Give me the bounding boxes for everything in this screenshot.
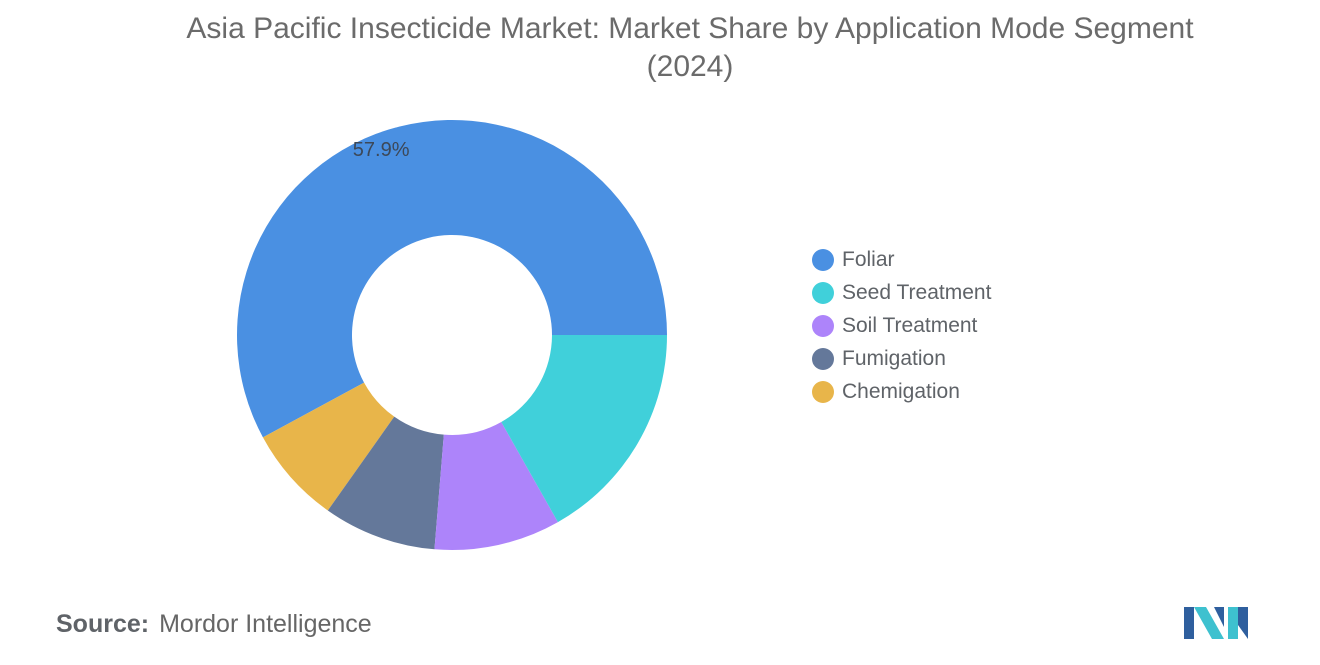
chart-legend: Foliar Seed Treatment Soil Treatment Fumiga… — [812, 243, 991, 408]
legend-swatch — [812, 314, 834, 337]
legend-label: Fumigation — [842, 346, 946, 370]
legend-swatch — [812, 347, 834, 370]
legend-label: Chemigation — [842, 379, 960, 403]
slice-label-foliar: 57.9% — [353, 139, 410, 161]
slice-foliar — [237, 120, 668, 438]
slice-soil-treatment — [434, 422, 558, 550]
source-note: Source: Mordor Intelligence — [56, 610, 372, 639]
source-key: Source: — [56, 610, 150, 638]
legend-swatch — [812, 380, 834, 403]
slice-chemigation — [262, 382, 395, 511]
chart-title-line1: Asia Pacific Insecticide Market: Market … — [186, 12, 1194, 45]
legend-label: Seed Treatment — [842, 280, 992, 304]
legend-swatch — [812, 281, 834, 304]
slice-seed-treatment — [501, 335, 667, 523]
legend-item-foliar: Foliar — [812, 243, 991, 276]
legend-label: Foliar — [842, 247, 895, 271]
legend-label: Soil Treatment — [842, 313, 978, 337]
source-value: Mordor Intelligence — [159, 610, 372, 638]
chart-title-line2: (2024) — [646, 50, 734, 83]
legend-swatch — [812, 248, 834, 271]
legend-item-seed-treatment: Seed Treatment — [812, 276, 991, 309]
legend-item-fumigation: Fumigation — [812, 342, 991, 375]
slice-fumigation — [327, 416, 444, 550]
mordor-intelligence-logo-icon — [1184, 607, 1248, 639]
donut-slices — [237, 120, 668, 550]
legend-item-chemigation: Chemigation — [812, 375, 991, 408]
chart-title: Asia Pacific Insecticide Market: Market … — [100, 10, 1280, 86]
legend-item-soil-treatment: Soil Treatment — [812, 309, 991, 342]
donut-slice-labels: 57.9% — [353, 139, 410, 161]
